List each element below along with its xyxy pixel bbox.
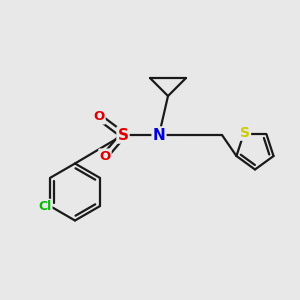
Text: S: S — [118, 128, 128, 142]
Text: N: N — [153, 128, 165, 142]
Text: S: S — [240, 126, 250, 140]
Text: O: O — [93, 110, 105, 124]
Text: O: O — [99, 149, 111, 163]
Text: Cl: Cl — [38, 200, 52, 213]
